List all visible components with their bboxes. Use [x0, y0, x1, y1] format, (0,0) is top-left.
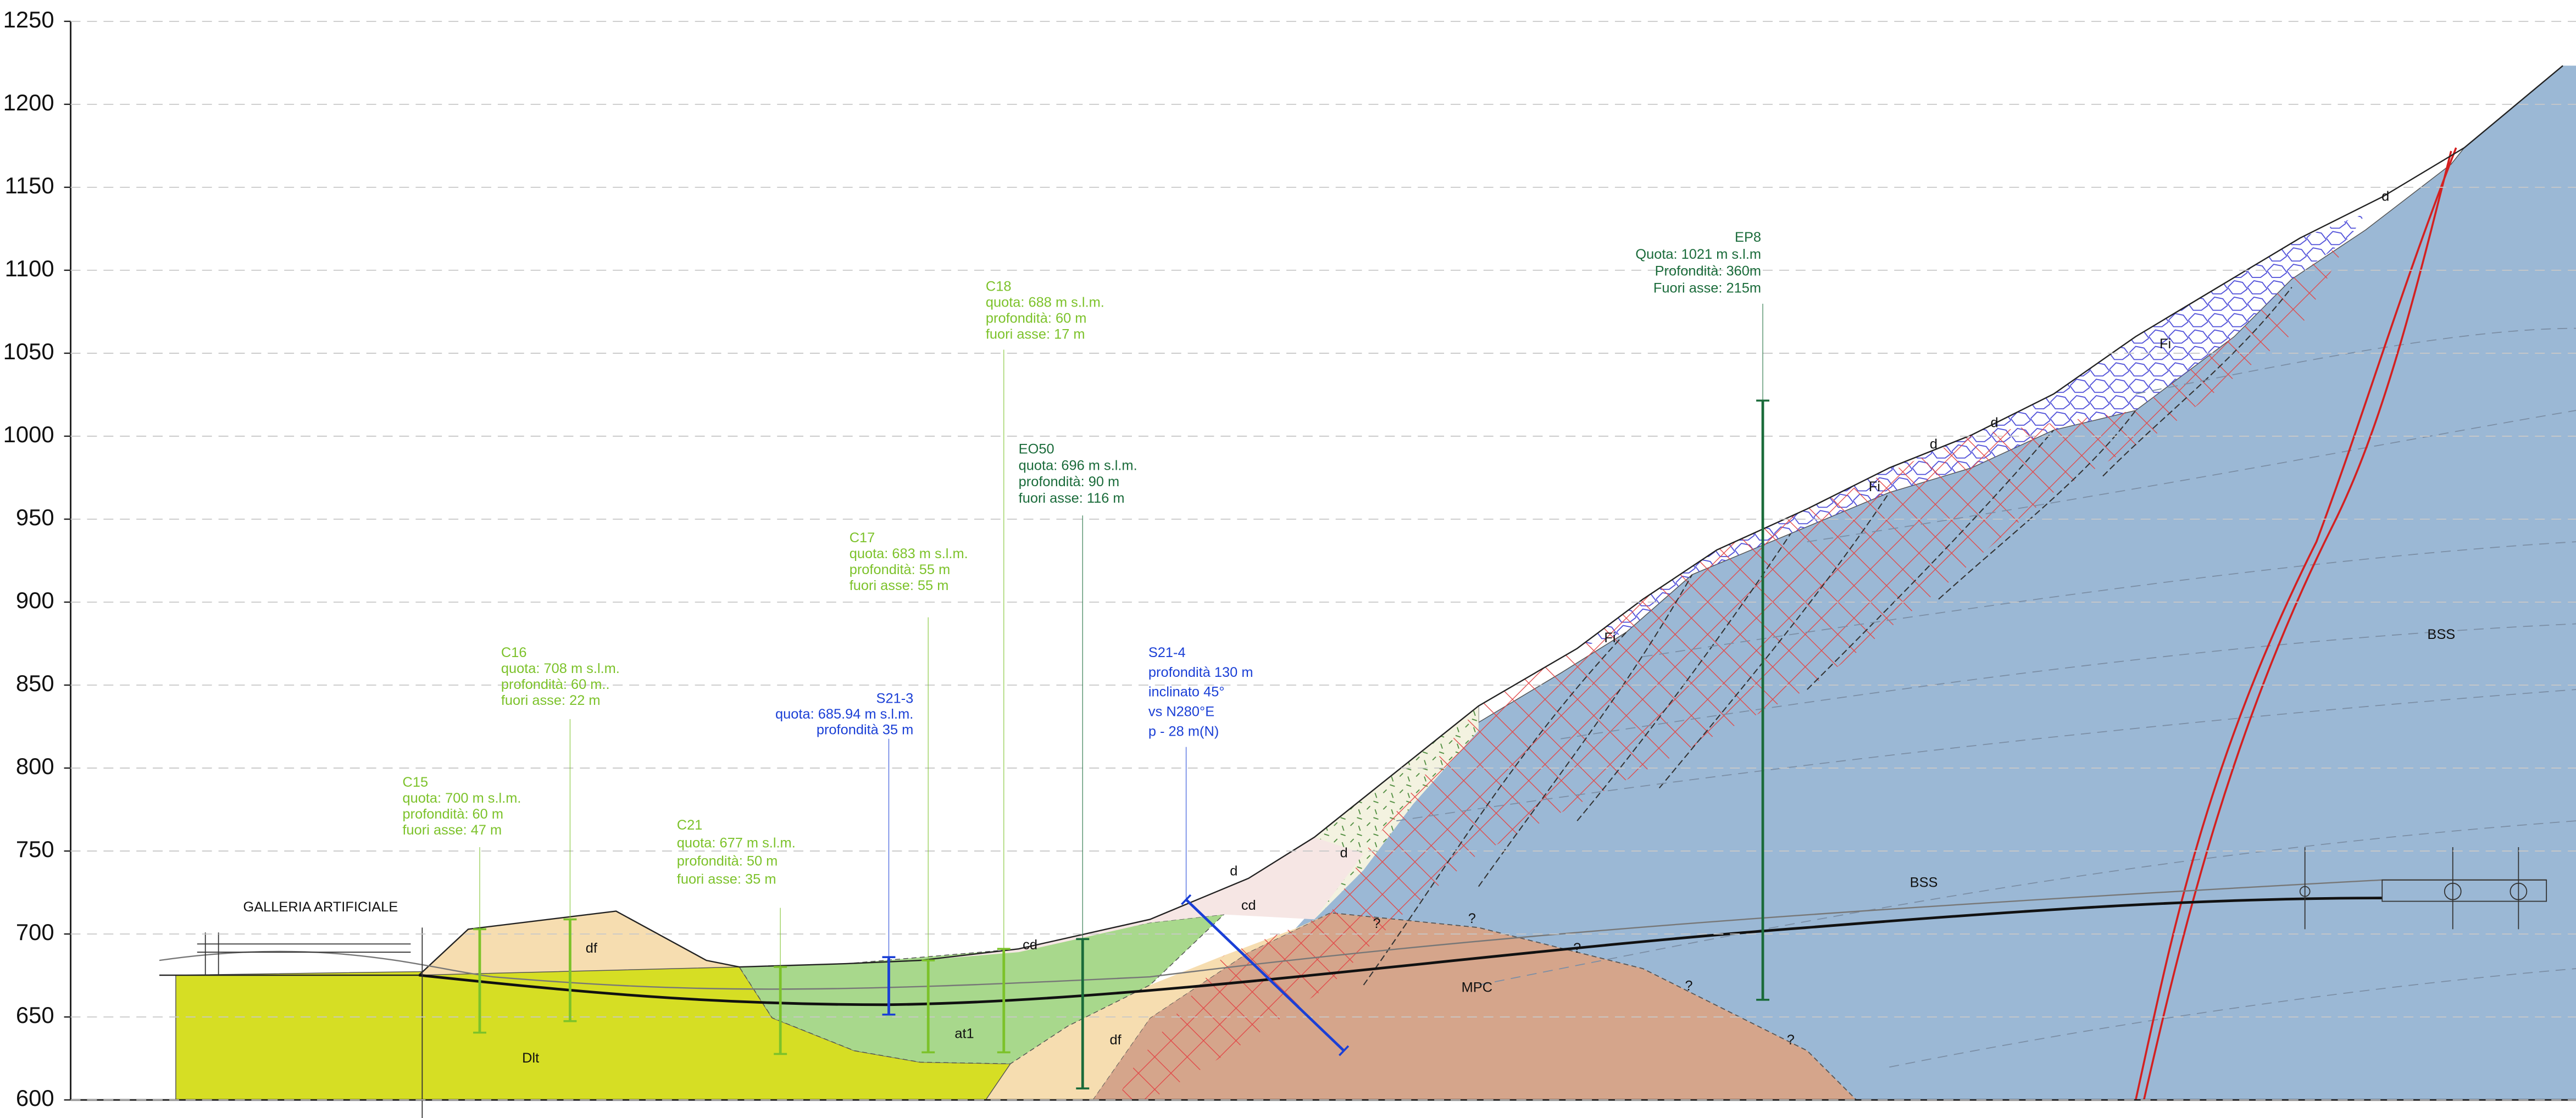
unit-label: ? — [1573, 941, 1581, 956]
borehole-info: Quota: 1021 m s.l.m — [1635, 247, 1761, 262]
section: 600 650 700 750 800 850 900 950 1000 1050 1100 1150… — [0, 0, 2576, 1118]
y-tick-label: 750 — [16, 836, 54, 862]
y-tick-label: 1150 — [5, 173, 54, 198]
unit-label: Fi — [1604, 630, 1615, 646]
borehole-info: profondità: 50 m — [677, 854, 778, 869]
borehole-name: C17 — [850, 530, 875, 546]
borehole-name: S21-3 — [876, 691, 914, 707]
borehole-info: fuori asse: 47 m — [403, 822, 502, 838]
unit-df — [419, 911, 739, 975]
borehole-info: profondità: 55 m — [850, 562, 951, 577]
y-tick-label: 650 — [16, 1002, 54, 1028]
borehole-info: p - 28 m(N) — [1148, 724, 1219, 739]
y-tick-label: 1200 — [3, 90, 54, 115]
unit-label: ? — [1685, 978, 1692, 994]
unit-label: d — [2381, 188, 2389, 204]
unit-label: d — [1930, 437, 1937, 452]
unit-label: at1 — [954, 1026, 974, 1041]
borehole-info: fuori asse: 55 m — [850, 578, 949, 593]
unit-label: ? — [1373, 916, 1380, 931]
borehole-info: quota: 700 m s.l.m. — [403, 791, 521, 806]
borehole-info: Profondità: 360m — [1655, 264, 1761, 279]
borehole-info: vs N280°E — [1148, 704, 1214, 720]
borehole-info: quota: 683 m s.l.m. — [850, 546, 968, 561]
borehole-info: fuori asse: 22 m — [501, 693, 601, 708]
unit-label: MPC — [1462, 980, 1492, 995]
y-tick-label: 1050 — [3, 338, 54, 364]
unit-label: Dlt — [522, 1050, 539, 1066]
borehole-name: EO50 — [1019, 441, 1054, 457]
unit-label: BSS — [1910, 875, 1938, 890]
unit-label: Fi — [1869, 479, 1880, 494]
borehole-info: profondità: 90 m — [1019, 474, 1120, 490]
unit-label: Fi — [2159, 336, 2171, 352]
y-tick-label: 600 — [16, 1085, 54, 1111]
geology — [159, 66, 2576, 1118]
unit-label: d — [1991, 415, 1998, 431]
unit-label: BSS — [2427, 627, 2455, 642]
borehole-info: quota: 708 m s.l.m. — [501, 661, 620, 676]
borehole-name: C16 — [501, 645, 527, 660]
borehole-name: C21 — [677, 817, 703, 833]
unit-label: df — [586, 941, 598, 956]
borehole-info: Fuori asse: 215m — [1653, 280, 1761, 296]
unit-label: cd — [1241, 898, 1256, 913]
borehole-info: quota: 688 m s.l.m. — [986, 295, 1104, 310]
borehole-info: quota: 677 m s.l.m. — [677, 836, 796, 851]
borehole-info: fuori asse: 35 m — [677, 871, 776, 887]
unit-label: df — [1109, 1032, 1122, 1048]
y-tick-label: 700 — [16, 919, 54, 945]
y-tick-label: 950 — [16, 504, 54, 530]
structure-label: GALLERIA ARTIFICIALE — [243, 899, 398, 915]
borehole-name: EP8 — [1735, 230, 1761, 245]
y-tick-label: 1000 — [3, 421, 54, 447]
borehole-name: S21-4 — [1148, 645, 1186, 660]
unit-label: cd — [1023, 937, 1037, 953]
borehole-info: inclinato 45° — [1148, 685, 1225, 700]
borehole-name: C18 — [986, 279, 1012, 294]
borehole-name: C15 — [403, 775, 429, 790]
y-tick-label: 800 — [16, 753, 54, 779]
y-tick-label: 850 — [16, 670, 54, 696]
unit-label: d — [1230, 863, 1237, 878]
unit-label: ? — [1787, 1032, 1795, 1048]
y-tick-label: 1250 — [3, 7, 54, 32]
borehole-info: fuori asse: 116 m — [1019, 491, 1125, 506]
unit-label: d — [1340, 846, 1348, 861]
page: 600 650 700 750 800 850 900 950 1000 1050 1100 1150… — [0, 0, 2576, 1118]
borehole-info: quota: 696 m s.l.m. — [1019, 458, 1137, 473]
y-tick-label: 1100 — [5, 255, 54, 281]
borehole-info: fuori asse: 17 m — [986, 327, 1085, 342]
borehole-info: profondità: 60 m.. — [501, 677, 610, 692]
borehole-info: quota: 685.94 m s.l.m. — [775, 707, 913, 722]
y-tick-label: 900 — [16, 587, 54, 613]
borehole-info: profondità 130 m — [1148, 665, 1253, 680]
unit-label: ? — [1468, 911, 1476, 926]
borehole-info: profondità 35 m — [817, 722, 913, 737]
borehole-info: profondità: 60 m — [986, 311, 1087, 326]
borehole-info: profondità: 60 m — [403, 806, 504, 822]
